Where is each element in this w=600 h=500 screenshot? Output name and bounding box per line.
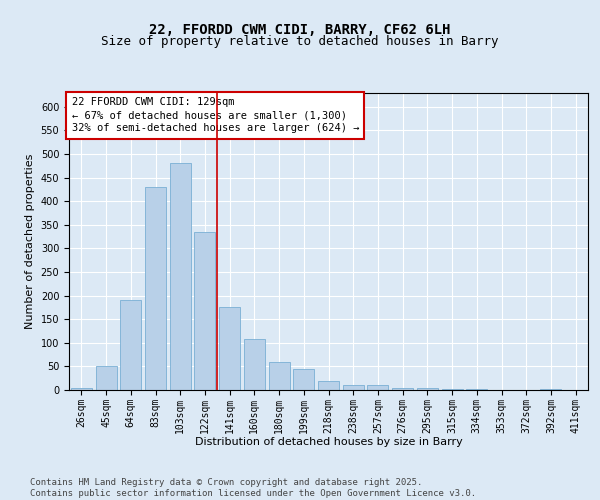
- Bar: [318, 380, 339, 390]
- Text: Size of property relative to detached houses in Barry: Size of property relative to detached ho…: [101, 35, 499, 48]
- Bar: [343, 386, 364, 390]
- Text: 22, FFORDD CWM CIDI, BARRY, CF62 6LH: 22, FFORDD CWM CIDI, BARRY, CF62 6LH: [149, 22, 451, 36]
- Y-axis label: Number of detached properties: Number of detached properties: [25, 154, 35, 329]
- Bar: [442, 388, 463, 390]
- Bar: [170, 164, 191, 390]
- Bar: [145, 187, 166, 390]
- Bar: [71, 388, 92, 390]
- Bar: [466, 389, 487, 390]
- Text: Contains HM Land Registry data © Crown copyright and database right 2025.
Contai: Contains HM Land Registry data © Crown c…: [30, 478, 476, 498]
- Bar: [194, 232, 215, 390]
- Bar: [417, 388, 438, 390]
- Bar: [392, 388, 413, 390]
- Bar: [293, 369, 314, 390]
- Bar: [244, 339, 265, 390]
- Bar: [269, 362, 290, 390]
- Bar: [541, 389, 562, 390]
- X-axis label: Distribution of detached houses by size in Barry: Distribution of detached houses by size …: [194, 437, 463, 447]
- Bar: [120, 300, 141, 390]
- Bar: [95, 366, 116, 390]
- Bar: [367, 386, 388, 390]
- Text: 22 FFORDD CWM CIDI: 129sqm
← 67% of detached houses are smaller (1,300)
32% of s: 22 FFORDD CWM CIDI: 129sqm ← 67% of deta…: [71, 97, 359, 134]
- Bar: [219, 308, 240, 390]
